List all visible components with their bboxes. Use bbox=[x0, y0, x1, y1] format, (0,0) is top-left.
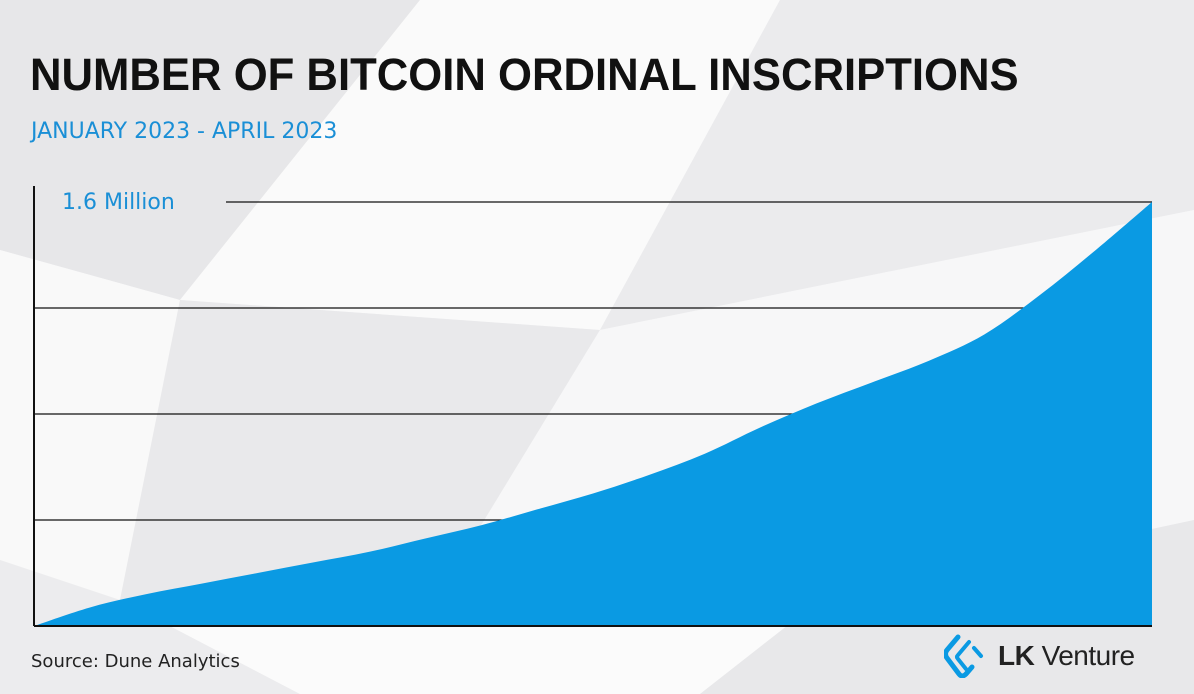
logo-wordmark-bold: LK bbox=[998, 640, 1035, 671]
chart-title: NUMBER OF BITCOIN ORDINAL INSCRIPTIONS bbox=[30, 49, 1019, 100]
tick-labels: 1.6 Million bbox=[62, 190, 175, 215]
y-tick-label: 1.6 Million bbox=[62, 190, 175, 215]
source-note: Source: Dune Analytics bbox=[31, 651, 240, 672]
chart-subtitle: JANUARY 2023 - APRIL 2023 bbox=[31, 119, 338, 144]
brand-logo: LK Venture bbox=[944, 634, 1135, 678]
logo-wordmark: LK Venture bbox=[998, 634, 1135, 678]
lk-venture-logo-icon bbox=[944, 634, 983, 678]
logo-wordmark-rest: Venture bbox=[1034, 640, 1136, 671]
inscriptions-area bbox=[34, 202, 1152, 626]
axes bbox=[33, 186, 1152, 627]
